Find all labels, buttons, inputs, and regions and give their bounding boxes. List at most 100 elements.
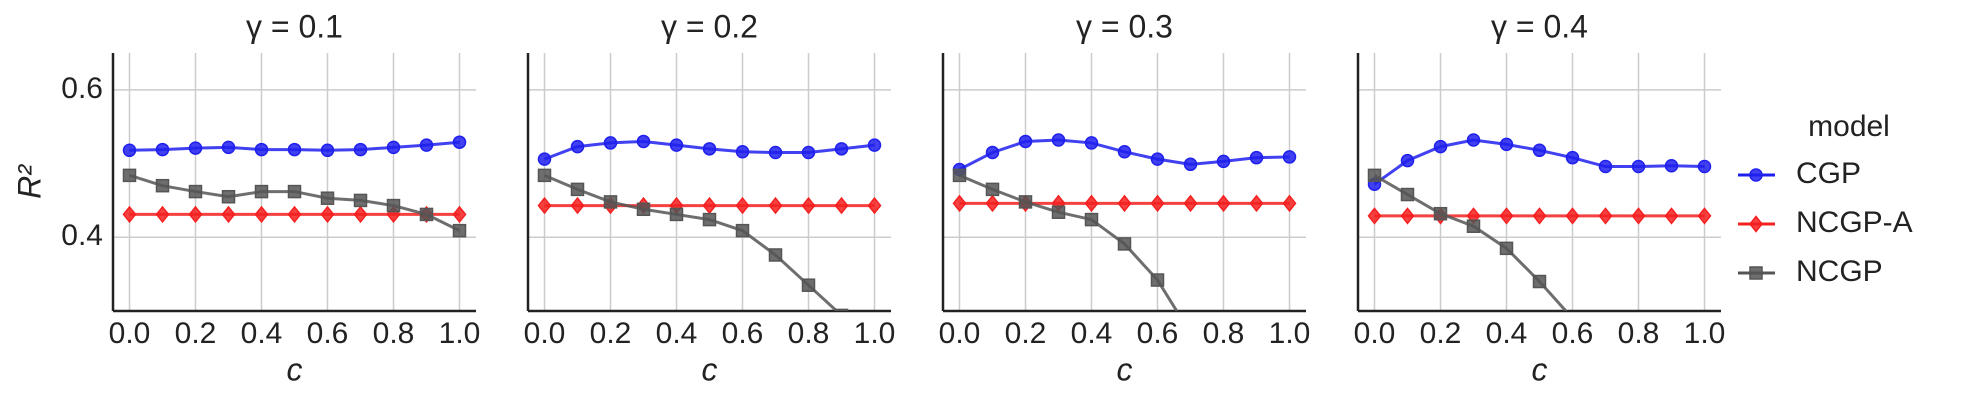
marker	[735, 196, 750, 215]
plot-area	[952, 133, 1297, 391]
marker	[221, 205, 236, 224]
panel: 0.0 0.2 0.4 0.6 0.8 1.0 γ = 0.2 c	[524, 8, 896, 387]
marker	[221, 140, 236, 155]
marker	[867, 196, 882, 215]
marker	[1664, 159, 1679, 173]
x-tick-label: 0.2	[1420, 317, 1462, 350]
marker	[1499, 137, 1514, 152]
marker	[353, 205, 368, 224]
marker	[537, 196, 552, 215]
marker	[353, 142, 368, 157]
x-tick-label: 0.6	[307, 317, 349, 350]
marker	[122, 143, 137, 158]
marker	[122, 168, 137, 183]
marker	[1051, 205, 1066, 219]
marker	[1117, 145, 1132, 159]
panel-title: γ = 0.3	[1076, 8, 1173, 44]
marker	[1216, 154, 1231, 169]
marker	[669, 207, 684, 222]
y-tick-label: 0.4	[61, 219, 103, 252]
marker	[1499, 207, 1514, 225]
marker	[1400, 207, 1415, 225]
x-tick-label: 0.8	[1203, 317, 1245, 350]
marker	[155, 142, 170, 157]
legend: model CGP NCGP-A NCGP	[1738, 110, 1913, 288]
marker	[1084, 136, 1099, 150]
x-tick-label: 0.4	[241, 317, 283, 350]
marker	[1598, 159, 1613, 174]
marker	[985, 194, 1000, 213]
marker	[1565, 207, 1580, 225]
marker	[452, 223, 467, 238]
marker	[1117, 194, 1132, 213]
marker	[254, 142, 269, 157]
marker	[985, 145, 1000, 160]
marker	[570, 139, 585, 154]
x-tick-label: 1.0	[1269, 317, 1311, 350]
marker	[1249, 194, 1264, 213]
x-axis-label: c	[1117, 351, 1133, 387]
marker	[952, 168, 967, 183]
marker	[1367, 168, 1382, 183]
marker	[254, 205, 269, 224]
marker	[985, 182, 1000, 197]
marker	[702, 212, 717, 227]
marker	[603, 136, 618, 150]
marker	[155, 178, 170, 193]
marker	[1749, 266, 1763, 280]
marker	[537, 152, 552, 166]
marker	[1631, 159, 1646, 174]
marker	[1282, 194, 1297, 213]
x-tick-label: 0.4	[656, 317, 698, 350]
x-tick-label: 0.0	[939, 317, 981, 350]
marker	[188, 205, 203, 224]
marker	[867, 138, 882, 152]
marker	[1084, 194, 1099, 213]
x-tick-label: 0.6	[722, 317, 764, 350]
marker	[452, 135, 467, 149]
marker	[1117, 237, 1132, 251]
marker	[1664, 207, 1679, 225]
marker	[386, 140, 401, 155]
marker	[1633, 386, 1645, 398]
marker	[1749, 168, 1763, 182]
marker	[188, 184, 203, 199]
x-tick-label: 0.8	[373, 317, 415, 350]
plot-area	[537, 134, 882, 311]
marker	[669, 138, 684, 152]
marker	[1218, 379, 1230, 391]
x-tick-label: 0.6	[1552, 317, 1594, 350]
marker	[603, 195, 618, 209]
marker	[1532, 274, 1547, 289]
marker	[636, 134, 651, 149]
marker	[537, 168, 552, 183]
marker	[952, 194, 967, 213]
x-tick-label: 1.0	[1684, 317, 1726, 350]
marker	[1499, 241, 1514, 256]
x-tick-label: 0.4	[1071, 317, 1113, 350]
marker	[1749, 215, 1763, 233]
marker	[419, 207, 434, 222]
marker	[702, 196, 717, 215]
marker	[1249, 150, 1264, 165]
x-tick-label: 0.4	[1486, 317, 1528, 350]
marker	[1183, 194, 1198, 213]
x-axis-label: c	[702, 351, 718, 387]
marker	[122, 205, 137, 224]
marker	[1600, 349, 1612, 361]
marker	[1084, 212, 1099, 227]
x-tick-label: 0.0	[1354, 317, 1396, 350]
marker	[254, 184, 269, 199]
marker	[1051, 133, 1066, 147]
legend-label: CGP	[1796, 157, 1861, 190]
marker	[1150, 194, 1165, 213]
marker	[1631, 207, 1646, 225]
x-tick-label: 0.0	[524, 317, 566, 350]
marker	[419, 138, 434, 152]
marker	[320, 143, 335, 158]
marker	[320, 191, 335, 205]
marker	[1185, 327, 1197, 339]
marker	[801, 145, 816, 160]
